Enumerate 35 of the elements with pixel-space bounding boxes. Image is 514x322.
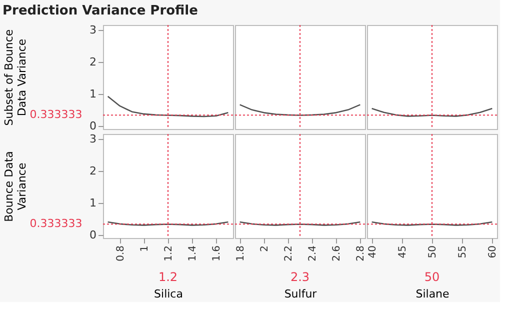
y-axis-title: Bounce Data Variance: [2, 151, 28, 222]
y-tick-label: 3: [90, 132, 96, 146]
ref-line-label: 0.333333: [30, 217, 82, 230]
ref-line-label: 50: [424, 270, 440, 284]
x-tick-label: 55: [458, 246, 469, 258]
x-tick-label: 2.8: [356, 246, 367, 262]
x-tick-label: 2.4: [308, 246, 319, 262]
x-tick-label: 2.6: [332, 246, 343, 262]
y-tick-label: 3: [90, 23, 96, 36]
y-tick-label: 2: [90, 55, 96, 68]
x-axis-title: Silica: [154, 288, 183, 300]
y-tick-label: 1: [90, 196, 96, 210]
y-tick-label: 0: [90, 228, 96, 242]
x-tick-label: 0.8: [115, 246, 126, 262]
ref-line-label: 1.2: [158, 270, 178, 284]
y-tick-label: 2: [90, 164, 96, 178]
x-tick-label: 1.4: [188, 246, 199, 262]
x-tick-label: 2.2: [283, 246, 294, 262]
ref-line-label: 2.3: [290, 270, 310, 284]
y-tick-label: 0: [90, 119, 96, 132]
y-tick-label: 1: [90, 87, 96, 100]
x-axis-title: Sulfur: [284, 288, 318, 300]
x-tick-label: 60: [488, 246, 499, 258]
chart-title: Prediction Variance Profile: [2, 3, 198, 18]
x-axis-title: Silane: [416, 288, 450, 300]
x-tick-label: 2: [259, 246, 270, 252]
x-tick-label: 50: [428, 246, 438, 258]
x-tick-label: 1.6: [212, 246, 223, 262]
x-tick-label: 1.2: [164, 246, 174, 262]
y-axis-title: Subset of Bounce Data Variance: [2, 29, 28, 126]
ref-line-label: 0.333333: [30, 108, 82, 122]
x-tick-label: 40: [367, 246, 378, 258]
x-tick-label: 45: [397, 246, 408, 258]
x-tick-label: 1: [139, 246, 150, 252]
x-tick-label: 1.8: [235, 246, 246, 262]
